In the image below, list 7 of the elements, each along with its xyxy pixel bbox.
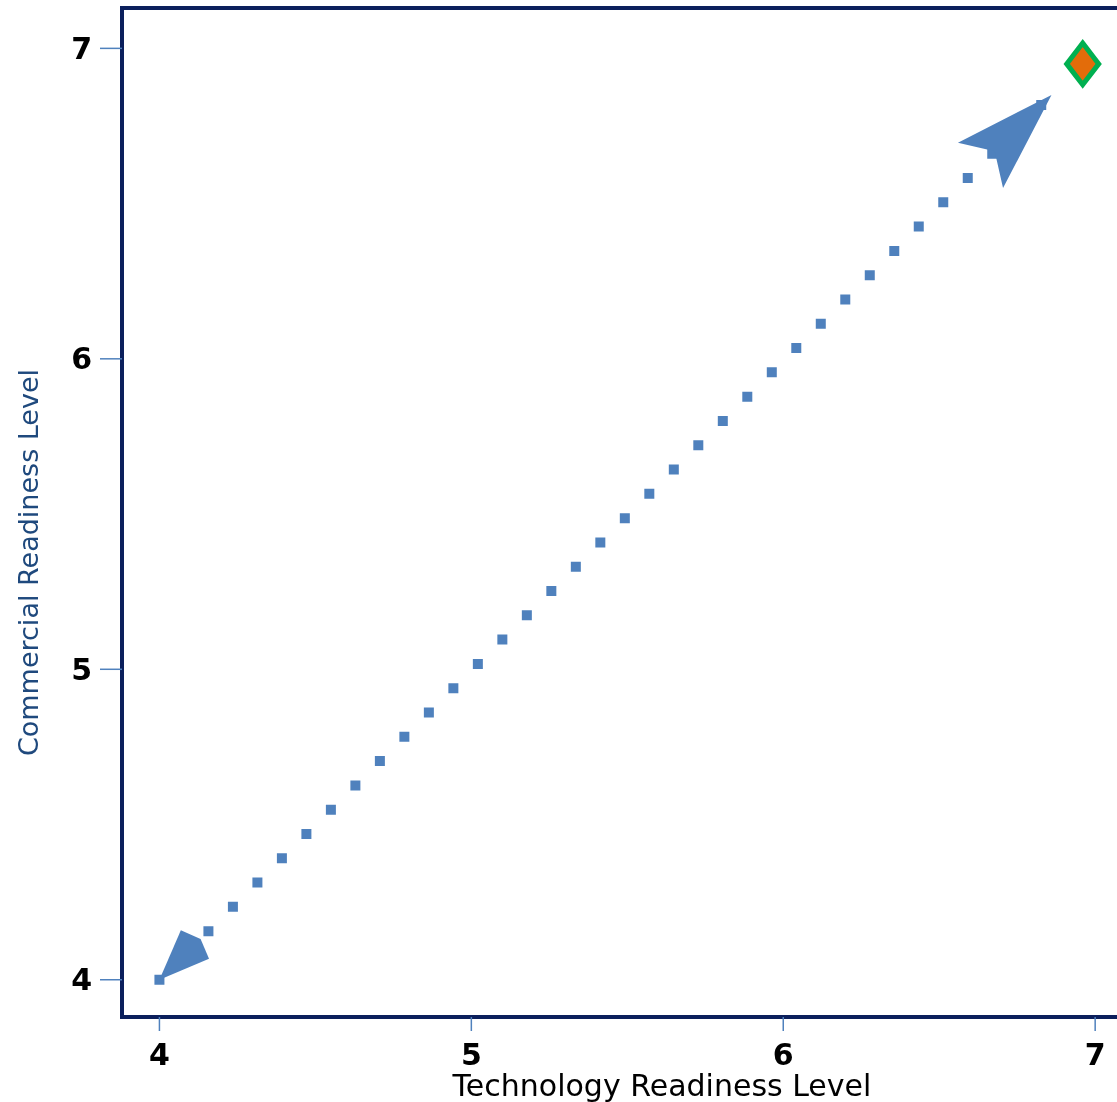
y-tick-label: 4 (71, 962, 92, 998)
y-tick-label: 7 (71, 30, 92, 66)
y-tick-label: 6 (71, 341, 92, 377)
x-tick-label: 4 (148, 1037, 170, 1072)
y-axis-title: Commercial Readiness Level (13, 368, 44, 757)
y-tick-label: 5 (71, 651, 92, 687)
x-tick-label: 7 (1084, 1037, 1106, 1072)
